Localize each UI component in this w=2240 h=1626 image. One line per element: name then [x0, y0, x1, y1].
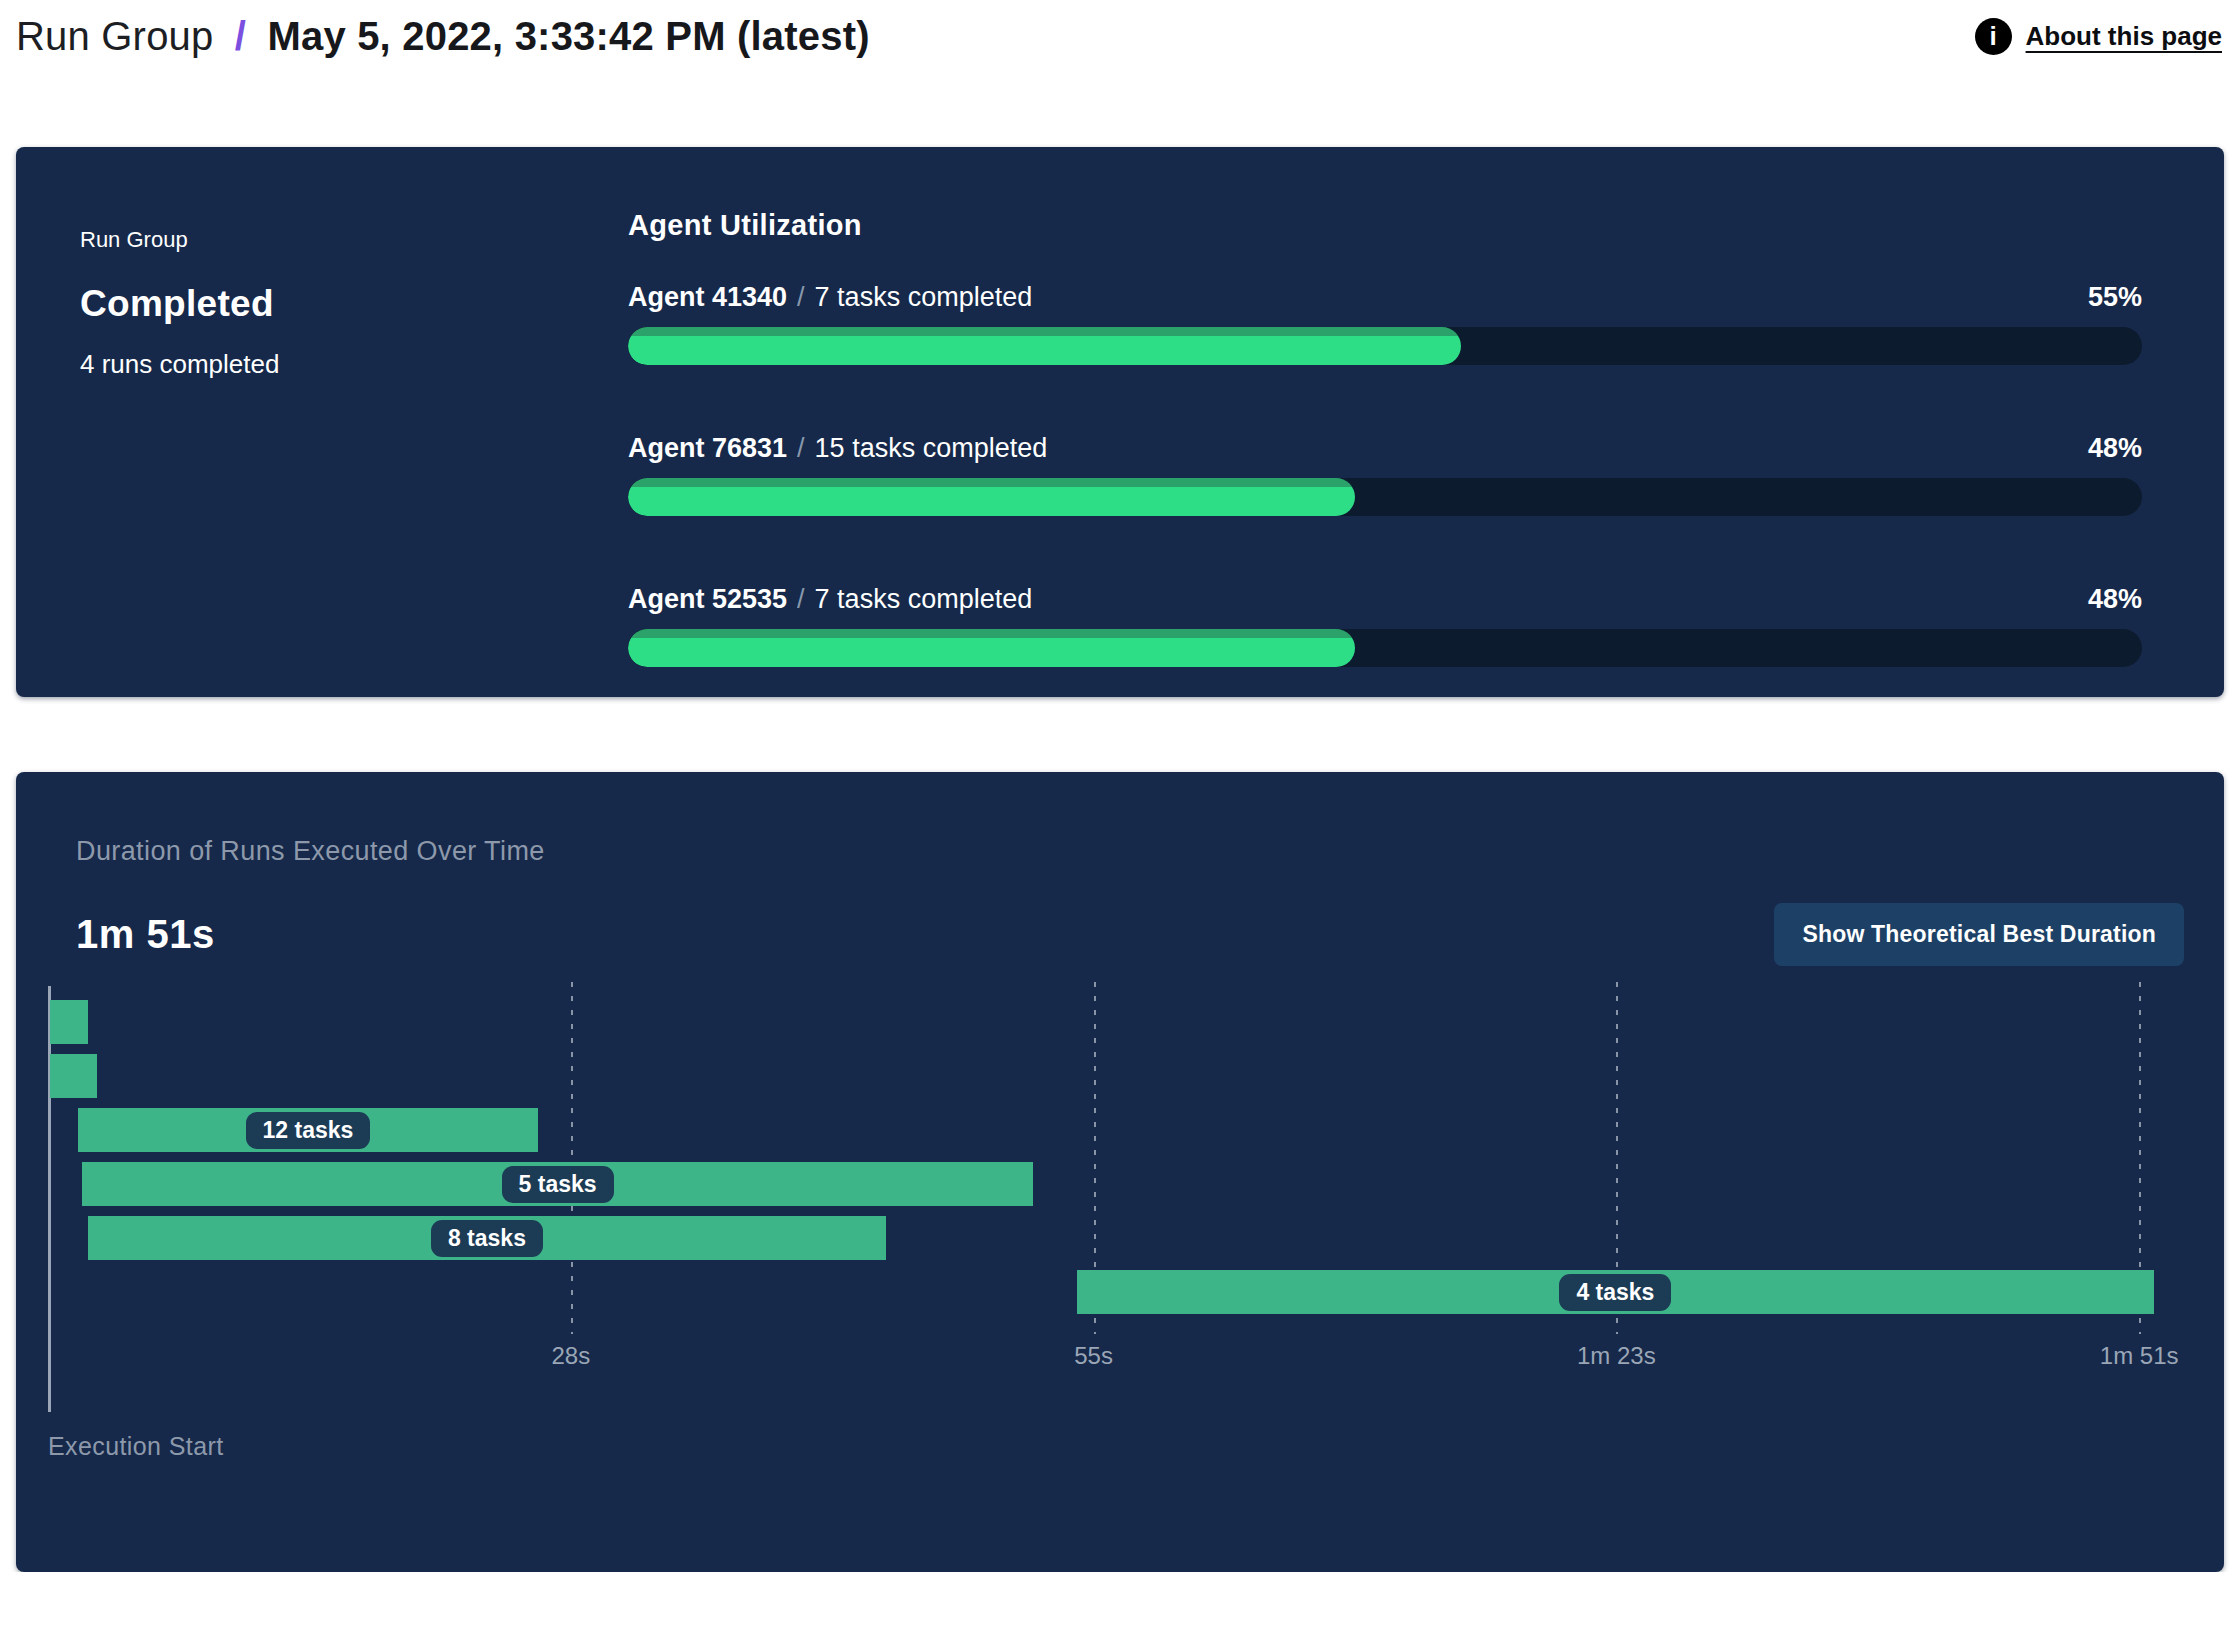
agent-tasks-completed: 7 tasks completed: [815, 584, 1033, 615]
run-duration-bar[interactable]: 12 tasks: [78, 1108, 538, 1152]
gantt-row: 8 tasks: [48, 1216, 2158, 1260]
utilization-progress-fill: [628, 478, 1355, 516]
agent-utilization-row: Agent 76831 / 15 tasks completed 48%: [628, 433, 2142, 516]
duration-chart-title: Duration of Runs Executed Over Time: [76, 836, 2184, 867]
info-icon: i: [1975, 18, 2012, 55]
agent-label-separator: /: [787, 433, 815, 464]
summary-eyebrow: Run Group: [80, 227, 628, 253]
utilization-progress-track: [628, 629, 2142, 667]
about-this-page-link[interactable]: i About this page: [1975, 18, 2222, 55]
run-duration-bar[interactable]: 8 tasks: [88, 1216, 887, 1260]
breadcrumb-run-group[interactable]: Run Group: [16, 14, 213, 58]
agent-label-line: Agent 41340 / 7 tasks completed 55%: [628, 282, 2142, 313]
gantt-row: [48, 1054, 2158, 1098]
page-title: May 5, 2022, 3:33:42 PM (latest): [267, 14, 869, 58]
agent-name: Agent 52535: [628, 584, 787, 615]
agent-utilization-heading: Agent Utilization: [628, 209, 2142, 242]
agent-utilization-row: Agent 41340 / 7 tasks completed 55%: [628, 282, 2142, 365]
agent-utilization-percent: 55%: [2088, 282, 2142, 313]
gantt-row: 4 tasks: [48, 1270, 2158, 1314]
run-group-status: Completed: [80, 283, 628, 325]
agent-name: Agent 41340: [628, 282, 787, 313]
agent-utilization-list: Agent 41340 / 7 tasks completed 55% Agen…: [628, 282, 2142, 667]
agent-utilization-percent: 48%: [2088, 584, 2142, 615]
agent-label-line: Agent 52535 / 7 tasks completed 48%: [628, 584, 2142, 615]
show-theoretical-best-duration-button[interactable]: Show Theoretical Best Duration: [1774, 903, 2184, 966]
run-duration-bar[interactable]: 4 tasks: [1077, 1270, 2155, 1314]
gantt-rows: 12 tasks 5 tasks 8 tasks 4 tasks: [48, 1000, 2158, 1324]
agent-tasks-completed: 7 tasks completed: [815, 282, 1033, 313]
x-axis-tick-label: 28s: [551, 1342, 590, 1370]
gantt-row: [48, 1000, 2158, 1044]
agent-label-separator: /: [787, 584, 815, 615]
run-duration-bar[interactable]: 5 tasks: [82, 1162, 1033, 1206]
runs-completed-count: 4 runs completed: [80, 349, 628, 380]
task-count-badge: 5 tasks: [502, 1166, 614, 1203]
agent-utilization-percent: 48%: [2088, 433, 2142, 464]
x-axis-tick-label: 1m 51s: [2100, 1342, 2179, 1370]
x-axis-tick-label: 1m 23s: [1577, 1342, 1656, 1370]
task-count-badge: 4 tasks: [1559, 1274, 1671, 1311]
total-duration-value: 1m 51s: [76, 912, 215, 957]
utilization-progress-track: [628, 327, 2142, 365]
x-axis-tick-label: 55s: [1074, 1342, 1113, 1370]
run-duration-bar[interactable]: [50, 1054, 97, 1098]
utilization-progress-track: [628, 478, 2142, 516]
run-group-summary-card: Run Group Completed 4 runs completed Age…: [16, 147, 2224, 697]
breadcrumb: Run Group / May 5, 2022, 3:33:42 PM (lat…: [16, 14, 870, 59]
utilization-progress-fill: [628, 327, 1461, 365]
agent-label-line: Agent 76831 / 15 tasks completed 48%: [628, 433, 2142, 464]
duration-chart-subheader: 1m 51s Show Theoretical Best Duration: [76, 903, 2184, 966]
agent-label-separator: /: [787, 282, 815, 313]
agent-tasks-completed: 15 tasks completed: [815, 433, 1048, 464]
agent-utilization-section: Agent Utilization Agent 41340 / 7 tasks …: [628, 203, 2142, 641]
breadcrumb-separator: /: [225, 14, 256, 58]
gantt-row: 12 tasks: [48, 1108, 2158, 1152]
run-duration-bar[interactable]: [50, 1000, 88, 1044]
gantt-chart: 12 tasks 5 tasks 8 tasks 4 tasks 28s 55s 1m 2…: [48, 994, 2158, 1474]
agent-utilization-row: Agent 52535 / 7 tasks completed 48%: [628, 584, 2142, 667]
page-header: Run Group / May 5, 2022, 3:33:42 PM (lat…: [0, 0, 2240, 59]
run-group-summary: Run Group Completed 4 runs completed: [64, 203, 628, 641]
execution-start-label: Execution Start: [48, 1432, 224, 1461]
utilization-progress-fill: [628, 629, 1355, 667]
agent-name: Agent 76831: [628, 433, 787, 464]
task-count-badge: 12 tasks: [246, 1112, 371, 1149]
duration-chart-card: Duration of Runs Executed Over Time 1m 5…: [16, 772, 2224, 1572]
gantt-row: 5 tasks: [48, 1162, 2158, 1206]
about-this-page-label: About this page: [2026, 21, 2222, 52]
task-count-badge: 8 tasks: [431, 1220, 543, 1257]
